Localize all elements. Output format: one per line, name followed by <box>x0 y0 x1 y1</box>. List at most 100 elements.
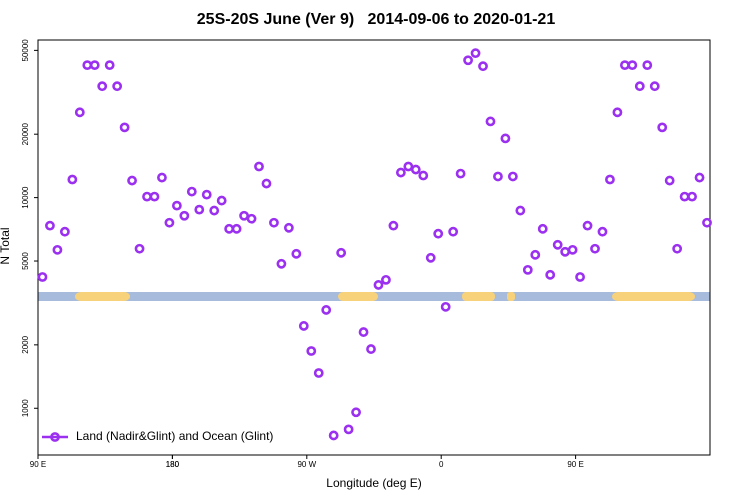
x-axis-label: Longitude (deg E) <box>326 476 421 490</box>
data-point <box>343 424 354 435</box>
data-point <box>463 55 473 66</box>
x-tick-label: 0 <box>439 460 444 469</box>
data-point <box>500 133 511 144</box>
data-point <box>231 223 242 234</box>
data-point <box>291 248 302 259</box>
x-tick-label: 90 E <box>30 460 46 469</box>
data-point <box>455 168 466 179</box>
data-point <box>485 116 496 127</box>
data-point <box>127 175 137 186</box>
data-point <box>515 205 526 216</box>
data-point <box>507 171 518 182</box>
data-point <box>201 189 212 200</box>
data-point <box>567 244 578 255</box>
y-axis-label: N Total <box>0 227 12 264</box>
data-point <box>433 228 444 239</box>
data-point <box>381 274 391 285</box>
data-point <box>388 220 399 231</box>
data-point <box>298 321 309 331</box>
data-point <box>672 243 683 254</box>
data-point <box>45 220 55 231</box>
data-point <box>634 81 645 92</box>
data-point <box>261 178 272 189</box>
data-point <box>522 264 533 275</box>
data-point <box>582 220 593 231</box>
data-point <box>269 217 279 228</box>
data-point <box>321 305 332 315</box>
data-point <box>440 301 451 312</box>
plot-frame <box>37 39 711 456</box>
y-tick-label: 50000 <box>21 39 30 62</box>
data-point <box>657 122 668 133</box>
data-point <box>89 60 100 71</box>
data-point <box>679 191 690 202</box>
legend-marker <box>50 432 60 442</box>
data-point <box>254 161 264 172</box>
data-point <box>642 60 653 71</box>
data-point <box>351 407 361 418</box>
data-point <box>306 346 317 356</box>
y-tick-label: 1000 <box>21 399 30 417</box>
land-ocean-strip <box>38 292 710 301</box>
data-point <box>418 170 429 181</box>
data-point <box>149 191 160 202</box>
data-point <box>82 60 93 71</box>
data-point <box>395 167 406 178</box>
data-point <box>186 186 197 197</box>
data-point <box>560 246 571 257</box>
legend-label: Land (Nadir&Glint) and Ocean (Glint) <box>76 429 273 443</box>
data-point <box>403 161 414 172</box>
data-point <box>597 226 608 237</box>
data-point <box>552 239 563 250</box>
data-point <box>283 222 294 233</box>
data-point <box>328 430 339 441</box>
data-point <box>612 107 623 118</box>
data-point <box>373 280 384 290</box>
data-point <box>112 81 123 92</box>
data-point <box>664 175 675 186</box>
y-tick-label: 20000 <box>21 123 30 146</box>
data-point <box>590 243 600 254</box>
data-point <box>687 191 697 202</box>
data-point <box>605 174 615 185</box>
x-tick-label: 90 E <box>567 460 583 469</box>
data-point <box>276 258 287 269</box>
data-point <box>478 61 488 72</box>
data-point <box>366 344 376 354</box>
data-point <box>164 217 175 228</box>
data-point <box>575 272 585 282</box>
data-point <box>209 205 220 216</box>
data-point <box>619 60 630 71</box>
data-point <box>119 122 130 133</box>
data-point <box>649 81 660 92</box>
data-point <box>336 247 347 258</box>
data-point <box>67 174 78 185</box>
x-tick-label: 90 W <box>297 460 316 469</box>
data-point <box>627 60 638 71</box>
data-point <box>157 172 167 183</box>
y-tick-label: 5000 <box>21 252 30 270</box>
data-point <box>104 60 115 71</box>
y-tick-label: 2000 <box>21 335 30 353</box>
data-point <box>74 107 85 118</box>
x-tick-label: 180 <box>166 460 180 469</box>
data-point <box>239 210 249 221</box>
data-point <box>425 252 436 263</box>
data-point <box>37 272 48 282</box>
data-point <box>134 243 145 254</box>
x-tick-label: 180 <box>166 460 180 469</box>
data-point <box>545 269 556 280</box>
data-point <box>493 171 503 182</box>
data-point <box>224 223 235 234</box>
data-point <box>470 48 481 59</box>
data-point <box>358 327 369 337</box>
data-point <box>52 244 63 255</box>
y-tick-label: 10000 <box>21 186 30 209</box>
data-point <box>530 249 541 260</box>
data-point <box>410 164 421 175</box>
data-point <box>537 223 548 234</box>
data-point <box>448 226 459 237</box>
data-point <box>142 191 152 202</box>
data-point <box>246 213 257 224</box>
